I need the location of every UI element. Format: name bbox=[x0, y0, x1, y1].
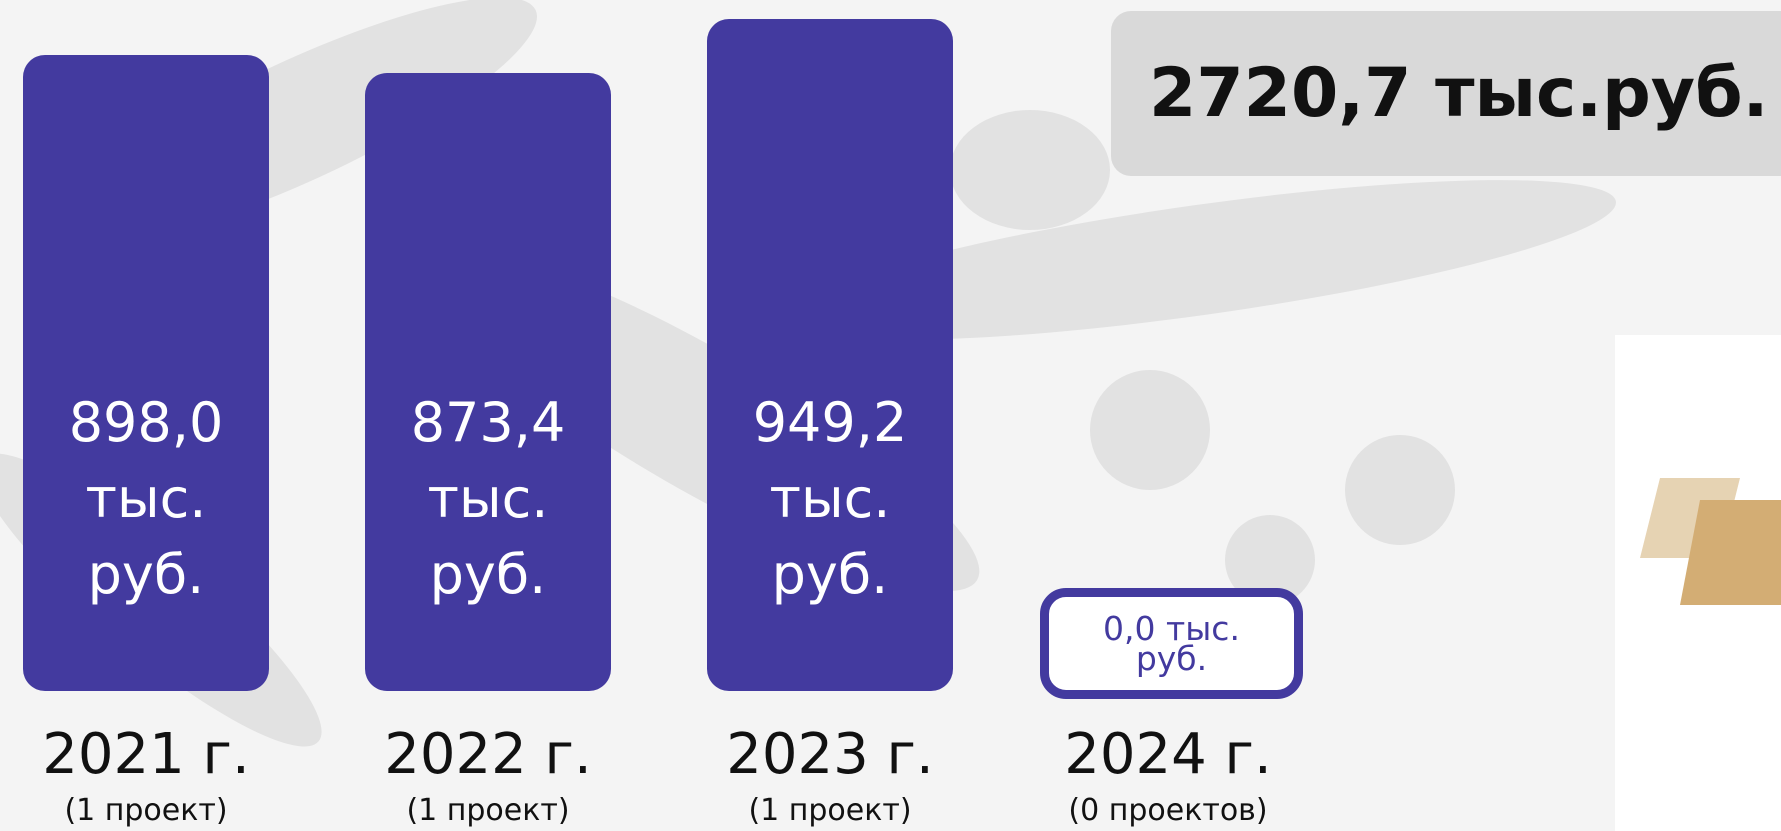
value-label: 0,0 тыс. руб. bbox=[1040, 588, 1303, 699]
category-note: (1 проект) bbox=[305, 793, 671, 828]
category-note: (1 проект) bbox=[0, 793, 329, 828]
category-label: 2021 г. bbox=[0, 722, 329, 787]
category-label: 2024 г. bbox=[985, 722, 1351, 787]
value-label: 873,4 тыс. руб. bbox=[395, 385, 581, 613]
total-label: 2720,7 тыс.руб. bbox=[1111, 11, 1781, 176]
page: 2720,7 тыс.руб. 898,0 тыс. руб. 2021 г. (1… bbox=[0, 0, 1781, 831]
category-note: (1 проект) bbox=[647, 793, 1013, 828]
value-label: 949,2 тыс. руб. bbox=[737, 385, 923, 613]
category-note: (0 проектов) bbox=[985, 793, 1351, 828]
category-label: 2022 г. bbox=[305, 722, 671, 787]
category-label: 2023 г. bbox=[647, 722, 1013, 787]
value-label: 898,0 тыс. руб. bbox=[53, 385, 239, 613]
